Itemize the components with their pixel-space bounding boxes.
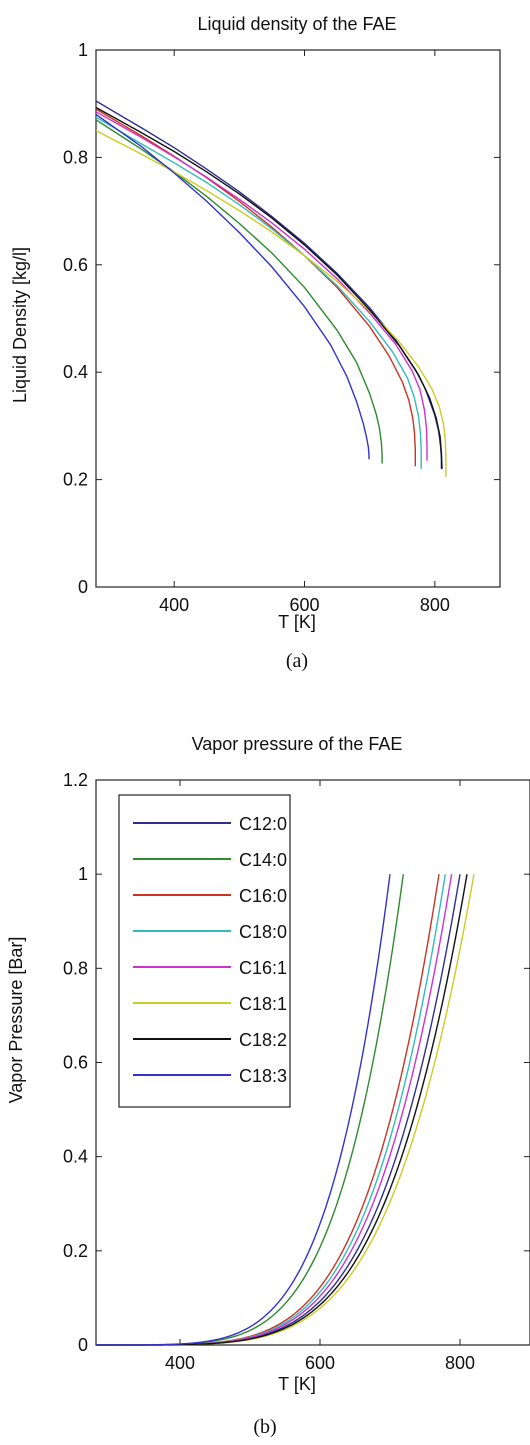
panel-b-legend-label-4: C18:0: [239, 922, 287, 942]
panel-b-y-tick-label: 0.8: [63, 958, 88, 978]
panel-b-legend-label-7: C18:2: [239, 1030, 287, 1050]
panel-a-x-tick-label: 800: [420, 595, 450, 615]
panel-a-y-tick-label: 0: [78, 577, 88, 597]
panel-a-x-tick-label: 400: [159, 595, 189, 615]
panel-a-x-tick-label: 600: [289, 595, 319, 615]
panel-b-legend-label-3: C16:0: [239, 886, 287, 906]
panel-a-y-tick-label: 0.6: [63, 255, 88, 275]
panel-b-series-line-8: [96, 874, 391, 1346]
panel-a-series-line-8: [95, 113, 370, 460]
panel-b-y-tick-label: 0: [78, 1335, 88, 1355]
panel-b-vapor-pressure-chart: Vapor pressure of the FAE 400 600 800 0 0.2 0…: [6, 734, 530, 1438]
panel-a-y-tick-label: 0.2: [63, 470, 88, 490]
panel-b-x-axis-label: T [K]: [278, 1374, 316, 1394]
panel-b-legend-label-6: C18:1: [239, 994, 287, 1014]
panel-b-x-tick-label: 800: [445, 1353, 475, 1373]
panel-a-x-axis-label: T [K]: [278, 612, 316, 632]
panel-b-title: Vapor pressure of the FAE: [192, 734, 403, 754]
panel-a-y-tick-label: 0.4: [63, 362, 88, 382]
panel-a-y-axis-label: Liquid Density [kg/l]: [10, 247, 30, 403]
panel-b-legend-label-1: C12:0: [239, 814, 287, 834]
panel-a-series-line-6: [95, 129, 447, 477]
panel-b-y-tick-label: 1: [78, 864, 88, 884]
panel-a-plot-area: 400 600 800 0 0.2 0.4 0.6 0.8 1: [63, 40, 501, 615]
panel-b-legend-label-5: C16:1: [239, 958, 287, 978]
panel-b-y-tick-label: 1.2: [63, 770, 88, 790]
panel-a-series-line-2: [95, 119, 383, 464]
panel-a-caption: (a): [286, 650, 308, 672]
panel-b-x-tick-label: 600: [305, 1353, 335, 1373]
panel-a-series-line-4: [95, 116, 422, 469]
panel-a-y-tick-label: 1: [78, 40, 88, 60]
panel-b-legend-label-8: C18:3: [239, 1066, 287, 1086]
panel-a-liquid-density-chart: Liquid density of the FAE 400 600 800 0 0.2 0…: [10, 14, 501, 672]
panel-a-series-line-1: [95, 100, 443, 469]
panel-b-legend: C12:0 C14:0 C16:0 C18:0 C16:1 C18:1 C18:2 C18:3: [118, 794, 291, 1108]
panel-a-title: Liquid density of the FAE: [197, 14, 396, 34]
panel-b-caption: (b): [253, 1416, 276, 1438]
panel-b-x-tick-label: 400: [165, 1353, 195, 1373]
panel-b-y-tick-label: 0.2: [63, 1241, 88, 1261]
panel-a-axes-box: [95, 49, 501, 588]
panel-a-series-line-7: [95, 106, 443, 469]
panel-b-legend-label-2: C14:0: [239, 850, 287, 870]
panel-b-y-tick-label: 0.4: [63, 1147, 88, 1167]
panel-b-y-axis-label: Vapor Pressure [Bar]: [6, 937, 26, 1104]
panel-a-y-tick-label: 0.8: [63, 147, 88, 167]
panel-b-y-tick-label: 0.6: [63, 1053, 88, 1073]
panel-b-legend-box: [118, 794, 291, 1108]
